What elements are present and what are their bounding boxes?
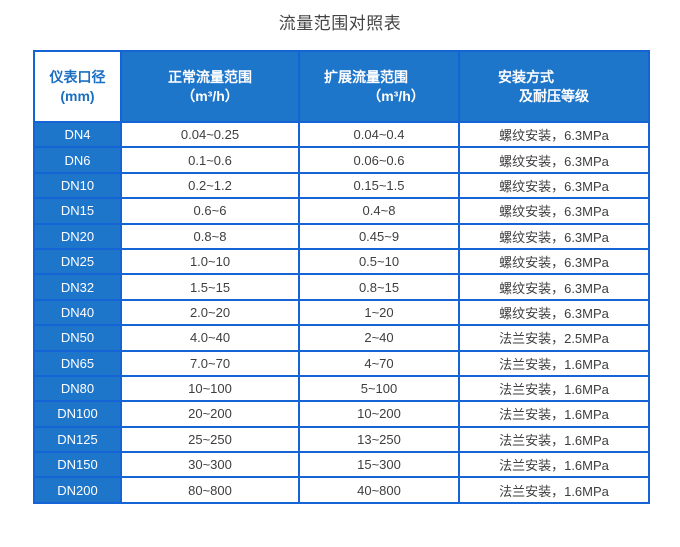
normal-flow-cell: 0.04~0.25 bbox=[120, 120, 300, 149]
install-method-cell: 法兰安装，1.6MPa bbox=[458, 374, 650, 403]
header-row: 仪表口径 (mm) 正常流量范围 （m³/h） 扩展流量范围 （m³/h） 安装… bbox=[33, 50, 650, 123]
install-method-cell: 螺纹安装，6.3MPa bbox=[458, 146, 650, 174]
header-diameter: 仪表口径 (mm) bbox=[33, 50, 122, 123]
normal-flow-cell: 0.8~8 bbox=[120, 222, 300, 250]
table-row: DN15 0.6~6 0.4~8 螺纹安装，6.3MPa bbox=[33, 197, 650, 225]
install-method-cell: 螺纹安装，6.3MPa bbox=[458, 171, 650, 200]
table-row: DN200 80~800 40~800 法兰安装，1.6MPa bbox=[33, 476, 650, 504]
table-row: DN10 0.2~1.2 0.15~1.5 螺纹安装，6.3MPa bbox=[33, 171, 650, 200]
header-extended-flow: 扩展流量范围 （m³/h） bbox=[298, 50, 460, 123]
page-title: 流量范围对照表 bbox=[278, 14, 402, 33]
table-row: DN20 0.8~8 0.45~9 螺纹安装，6.3MPa bbox=[33, 222, 650, 250]
diameter-cell: DN25 bbox=[33, 247, 122, 276]
table-row: DN40 2.0~20 1~20 螺纹安装，6.3MPa bbox=[33, 298, 650, 327]
header-install-line2: 及耐压等级 bbox=[519, 87, 589, 104]
header-normal-line1: 正常流量范围 bbox=[168, 68, 252, 85]
table-row: DN125 25~250 13~250 法兰安装，1.6MPa bbox=[33, 425, 650, 454]
install-method-cell: 法兰安装，1.6MPa bbox=[458, 451, 650, 479]
diameter-cell: DN65 bbox=[33, 349, 122, 377]
header-normal-flow: 正常流量范围 （m³/h） bbox=[120, 50, 300, 123]
install-method-cell: 螺纹安装，6.3MPa bbox=[458, 222, 650, 250]
extended-flow-cell: 0.5~10 bbox=[298, 247, 460, 276]
normal-flow-cell: 80~800 bbox=[120, 476, 300, 504]
install-method-cell: 螺纹安装，6.3MPa bbox=[458, 273, 650, 301]
extended-flow-cell: 13~250 bbox=[298, 425, 460, 454]
install-method-cell: 螺纹安装，6.3MPa bbox=[458, 120, 650, 149]
table-row: DN6 0.1~0.6 0.06~0.6 螺纹安装，6.3MPa bbox=[33, 146, 650, 174]
header-diameter-line1: 仪表口径 bbox=[49, 68, 106, 85]
table-row: DN100 20~200 10~200 法兰安装，1.6MPa bbox=[33, 400, 650, 428]
extended-flow-cell: 5~100 bbox=[298, 374, 460, 403]
header-install-method: 安装方式 及耐压等级 bbox=[458, 50, 650, 123]
extended-flow-cell: 0.04~0.4 bbox=[298, 120, 460, 149]
normal-flow-cell: 4.0~40 bbox=[120, 324, 300, 352]
extended-flow-cell: 0.15~1.5 bbox=[298, 171, 460, 200]
diameter-cell: DN80 bbox=[33, 374, 122, 403]
table-body: DN4 0.04~0.25 0.04~0.4 螺纹安装，6.3MPa DN6 0.1~0.… bbox=[33, 120, 650, 504]
diameter-cell: DN100 bbox=[33, 400, 122, 428]
install-method-cell: 法兰安装，1.6MPa bbox=[458, 476, 650, 504]
diameter-cell: DN40 bbox=[33, 298, 122, 327]
install-method-cell: 螺纹安装，6.3MPa bbox=[458, 298, 650, 327]
normal-flow-cell: 10~100 bbox=[120, 374, 300, 403]
extended-flow-cell: 0.45~9 bbox=[298, 222, 460, 250]
table-row: DN25 1.0~10 0.5~10 螺纹安装，6.3MPa bbox=[33, 247, 650, 276]
header-diameter-line2: (mm) bbox=[60, 87, 95, 104]
header-extended-line1: 扩展流量范围 bbox=[324, 68, 408, 85]
diameter-cell: DN20 bbox=[33, 222, 122, 250]
normal-flow-cell: 25~250 bbox=[120, 425, 300, 454]
diameter-cell: DN125 bbox=[33, 425, 122, 454]
extended-flow-cell: 0.4~8 bbox=[298, 197, 460, 225]
extended-flow-cell: 2~40 bbox=[298, 324, 460, 352]
install-method-cell: 法兰安装，2.5MPa bbox=[458, 324, 650, 352]
table-row: DN4 0.04~0.25 0.04~0.4 螺纹安装，6.3MPa bbox=[33, 120, 650, 149]
install-method-cell: 法兰安装，1.6MPa bbox=[458, 425, 650, 454]
normal-flow-cell: 2.0~20 bbox=[120, 298, 300, 327]
table-row: DN65 7.0~70 4~70 法兰安装，1.6MPa bbox=[33, 349, 650, 377]
install-method-cell: 螺纹安装，6.3MPa bbox=[458, 247, 650, 276]
header-normal-line2: （m³/h） bbox=[181, 87, 239, 104]
diameter-cell: DN200 bbox=[33, 476, 122, 504]
table-row: DN50 4.0~40 2~40 法兰安装，2.5MPa bbox=[33, 324, 650, 352]
normal-flow-cell: 1.0~10 bbox=[120, 247, 300, 276]
normal-flow-cell: 0.6~6 bbox=[120, 197, 300, 225]
table-row: DN80 10~100 5~100 法兰安装，1.6MPa bbox=[33, 374, 650, 403]
diameter-cell: DN50 bbox=[33, 324, 122, 352]
install-method-cell: 法兰安装，1.6MPa bbox=[458, 400, 650, 428]
extended-flow-cell: 0.06~0.6 bbox=[298, 146, 460, 174]
extended-flow-cell: 10~200 bbox=[298, 400, 460, 428]
install-method-cell: 螺纹安装，6.3MPa bbox=[458, 197, 650, 225]
normal-flow-cell: 20~200 bbox=[120, 400, 300, 428]
diameter-cell: DN15 bbox=[33, 197, 122, 225]
normal-flow-cell: 7.0~70 bbox=[120, 349, 300, 377]
diameter-cell: DN6 bbox=[33, 146, 122, 174]
install-method-cell: 法兰安装，1.6MPa bbox=[458, 349, 650, 377]
header-install-line1: 安装方式 bbox=[498, 68, 554, 85]
normal-flow-cell: 1.5~15 bbox=[120, 273, 300, 301]
table-row: DN32 1.5~15 0.8~15 螺纹安装，6.3MPa bbox=[33, 273, 650, 301]
extended-flow-cell: 0.8~15 bbox=[298, 273, 460, 301]
header-extended-line2: （m³/h） bbox=[367, 87, 425, 104]
diameter-cell: DN150 bbox=[33, 451, 122, 479]
diameter-cell: DN10 bbox=[33, 171, 122, 200]
normal-flow-cell: 30~300 bbox=[120, 451, 300, 479]
diameter-cell: DN4 bbox=[33, 120, 122, 149]
diameter-cell: DN32 bbox=[33, 273, 122, 301]
normal-flow-cell: 0.2~1.2 bbox=[120, 171, 300, 200]
table-header: 仪表口径 (mm) 正常流量范围 （m³/h） 扩展流量范围 （m³/h） 安装… bbox=[33, 50, 650, 123]
extended-flow-cell: 4~70 bbox=[298, 349, 460, 377]
extended-flow-cell: 15~300 bbox=[298, 451, 460, 479]
flow-range-table: 仪表口径 (mm) 正常流量范围 （m³/h） 扩展流量范围 （m³/h） 安装… bbox=[33, 50, 650, 504]
extended-flow-cell: 40~800 bbox=[298, 476, 460, 504]
table-row: DN150 30~300 15~300 法兰安装，1.6MPa bbox=[33, 451, 650, 479]
extended-flow-cell: 1~20 bbox=[298, 298, 460, 327]
normal-flow-cell: 0.1~0.6 bbox=[120, 146, 300, 174]
